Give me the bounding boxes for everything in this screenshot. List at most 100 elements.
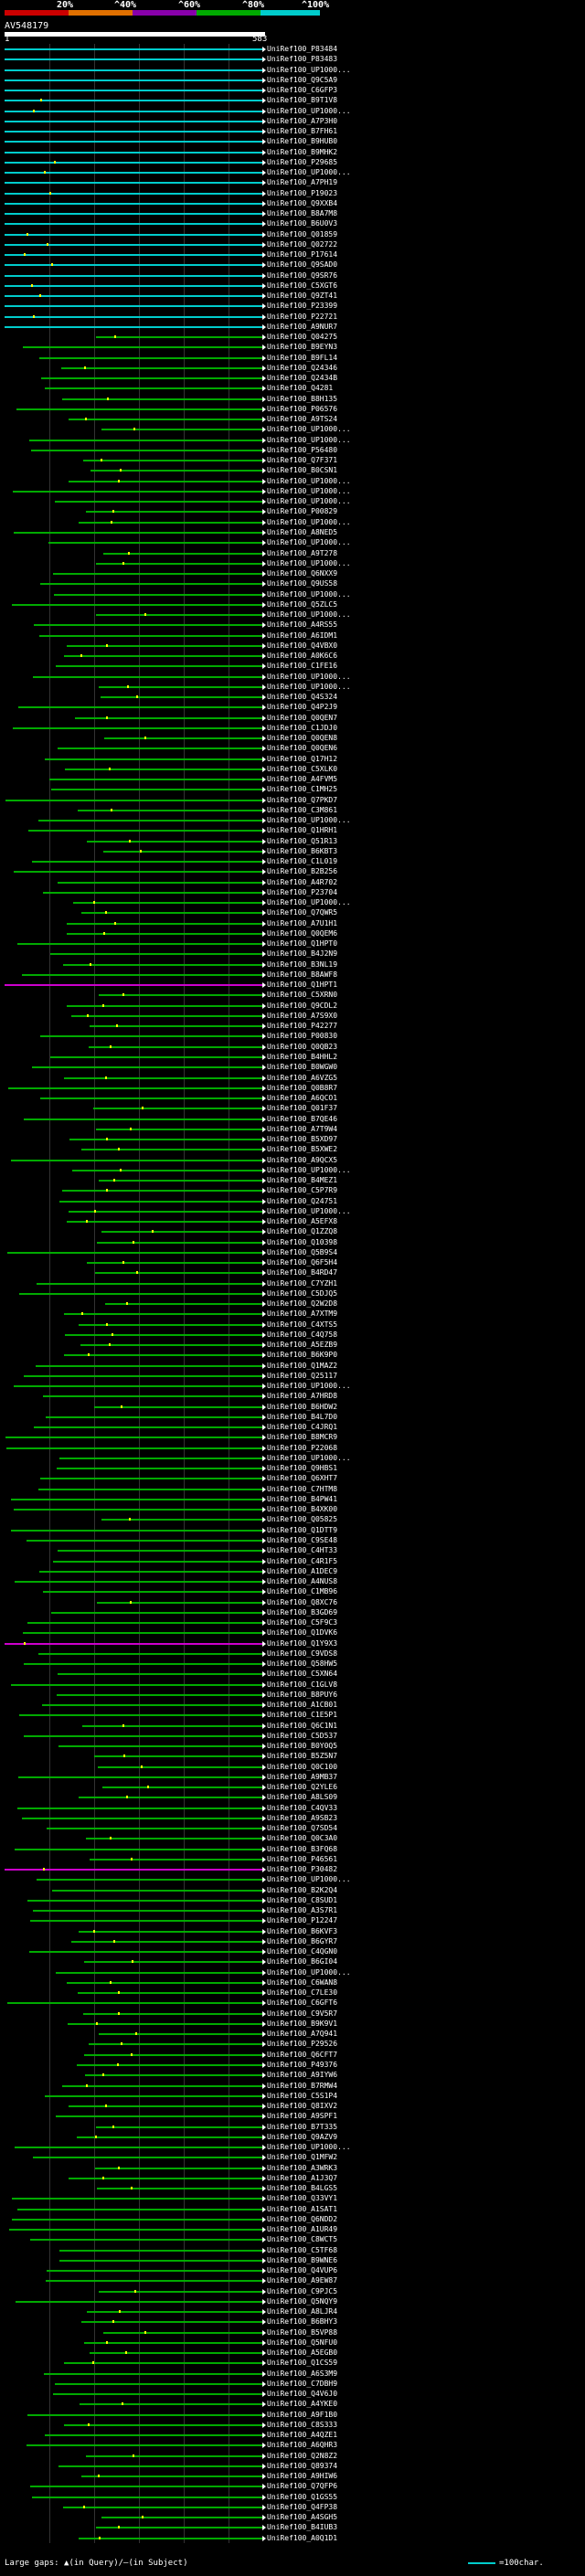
hit-label[interactable]: UniRef100_Q4V6J0 <box>267 2390 338 2398</box>
hit-label[interactable]: UniRef100_C9VDS8 <box>267 1649 338 1658</box>
hit-label[interactable]: UniRef100_A5EFX8 <box>267 1217 338 1225</box>
hit-label[interactable]: UniRef100_B6GYR7 <box>267 1937 338 1945</box>
hit-label[interactable]: UniRef100_C1MH25 <box>267 785 338 793</box>
hit-label[interactable]: UniRef100_Q2W2D8 <box>267 1299 338 1308</box>
hit-label[interactable]: UniRef100_Q17H12 <box>267 755 338 763</box>
hit-label[interactable]: UniRef100_A9F1B0 <box>267 2411 338 2419</box>
hit-label[interactable]: UniRef100_C1FE16 <box>267 662 338 670</box>
hit-label[interactable]: UniRef100_A3S7R1 <box>267 1906 338 1914</box>
hit-label[interactable]: UniRef100_C9V5R7 <box>267 2009 338 2018</box>
hit-label[interactable]: UniRef100_Q0QEN7 <box>267 714 338 722</box>
hit-label[interactable]: UniRef100_B7FH61 <box>267 127 338 135</box>
hit-label[interactable]: UniRef100_B2B256 <box>267 867 338 875</box>
hit-label[interactable]: UniRef100_B7T335 <box>267 2123 338 2131</box>
hit-label[interactable]: UniRef100_Q5ZLC5 <box>267 600 338 609</box>
hit-label[interactable]: UniRef100_A1J3Q7 <box>267 2174 338 2182</box>
hit-label[interactable]: UniRef100_A1CB01 <box>267 1701 338 1709</box>
hit-label[interactable]: UniRef100_UP1000... <box>267 487 351 495</box>
hit-label[interactable]: UniRef100_A9NUR7 <box>267 323 338 331</box>
hit-label[interactable]: UniRef100_UP1000... <box>267 1875 351 1883</box>
hit-label[interactable]: UniRef100_Q4VUP6 <box>267 2266 338 2274</box>
hit-label[interactable]: UniRef100_Q5NQY9 <box>267 2297 338 2306</box>
hit-label[interactable]: UniRef100_UP1000... <box>267 168 351 176</box>
hit-label[interactable]: UniRef100_Q0QB23 <box>267 1043 338 1051</box>
hit-label[interactable]: UniRef100_B0CSN1 <box>267 466 338 474</box>
hit-label[interactable]: UniRef100_A7P3H0 <box>267 117 338 125</box>
hit-label[interactable]: UniRef100_UP1000... <box>267 477 351 485</box>
hit-label[interactable]: UniRef100_Q1ZZQ8 <box>267 1227 338 1235</box>
hit-label[interactable]: UniRef100_C5S1P4 <box>267 2092 338 2100</box>
hit-label[interactable]: UniRef100_B5XWE2 <box>267 1145 338 1153</box>
hit-label[interactable]: UniRef100_Q1HPT0 <box>267 939 338 948</box>
hit-label[interactable]: UniRef100_B0WGW0 <box>267 1063 338 1071</box>
hit-label[interactable]: UniRef100_B5Z5N7 <box>267 1752 338 1760</box>
hit-label[interactable]: UniRef100_P22721 <box>267 313 338 321</box>
hit-label[interactable]: UniRef100_C5F9C3 <box>267 1618 338 1627</box>
hit-label[interactable]: UniRef100_Q0B8R7 <box>267 1084 338 1092</box>
hit-label[interactable]: UniRef100_Q51R13 <box>267 837 338 845</box>
hit-label[interactable]: UniRef100_C4QV33 <box>267 1804 338 1812</box>
hit-label[interactable]: UniRef100_B9HUB0 <box>267 137 338 145</box>
hit-label[interactable]: UniRef100_UP1000... <box>267 1968 351 1977</box>
hit-label[interactable]: UniRef100_B6BHY3 <box>267 2317 338 2326</box>
hit-label[interactable]: UniRef100_Q24346 <box>267 364 338 372</box>
hit-label[interactable]: UniRef100_C4XTS5 <box>267 1320 338 1329</box>
hit-label[interactable]: UniRef100_Q1Y9X3 <box>267 1639 338 1648</box>
hit-label[interactable]: UniRef100_P49376 <box>267 2061 338 2069</box>
hit-label[interactable]: UniRef100_A5EGB0 <box>267 2348 338 2357</box>
hit-label[interactable]: UniRef100_P56480 <box>267 446 338 454</box>
hit-label[interactable]: UniRef100_A6VZG5 <box>267 1074 338 1082</box>
hit-label[interactable]: UniRef100_C4R1F5 <box>267 1557 338 1565</box>
hit-label[interactable]: UniRef100_A7T9W4 <box>267 1125 338 1133</box>
hit-label[interactable]: UniRef100_UP1000... <box>267 1207 351 1215</box>
hit-label[interactable]: UniRef100_Q9XXB4 <box>267 199 338 207</box>
hit-label[interactable]: UniRef100_A9EW87 <box>267 2276 338 2284</box>
hit-label[interactable]: UniRef100_Q0C3A0 <box>267 1834 338 1842</box>
hit-label[interactable]: UniRef100_A7XTM9 <box>267 1309 338 1318</box>
hit-label[interactable]: UniRef100_A3WRK3 <box>267 2164 338 2172</box>
hit-label[interactable]: UniRef100_B4RD47 <box>267 1268 338 1277</box>
hit-label[interactable]: UniRef100_Q4S324 <box>267 693 338 701</box>
hit-label[interactable]: UniRef100_C3M861 <box>267 806 338 814</box>
hit-label[interactable]: UniRef100_Q1HPT1 <box>267 981 338 989</box>
hit-label[interactable]: UniRef100_Q9CDL2 <box>267 1002 338 1010</box>
hit-label[interactable]: UniRef100_Q7SD54 <box>267 1824 338 1832</box>
hit-label[interactable]: UniRef100_B4XK00 <box>267 1505 338 1513</box>
hit-label[interactable]: UniRef100_B6KVF3 <box>267 1927 338 1935</box>
hit-label[interactable]: UniRef100_Q7F371 <box>267 456 338 464</box>
hit-label[interactable]: UniRef100_Q1DVK6 <box>267 1628 338 1637</box>
hit-label[interactable]: UniRef100_B8A7M8 <box>267 209 338 217</box>
hit-label[interactable]: UniRef100_P29526 <box>267 2040 338 2048</box>
hit-label[interactable]: UniRef100_A8LJR4 <box>267 2307 338 2316</box>
hit-label[interactable]: UniRef100_B4LGS5 <box>267 2184 338 2192</box>
hit-label[interactable]: UniRef100_Q05825 <box>267 1515 338 1523</box>
hit-label[interactable]: UniRef100_C6WAN8 <box>267 1978 338 1987</box>
hit-label[interactable]: UniRef100_A5EZB9 <box>267 1341 338 1349</box>
hit-label[interactable]: UniRef100_UP1000... <box>267 610 351 619</box>
hit-label[interactable]: UniRef100_A6IDM1 <box>267 631 338 640</box>
hit-label[interactable]: UniRef100_UP1000... <box>267 425 351 433</box>
hit-label[interactable]: UniRef100_B5VP88 <box>267 2328 338 2337</box>
hit-label[interactable]: UniRef100_C6GFT6 <box>267 1998 338 2007</box>
hit-label[interactable]: UniRef100_B8AWF8 <box>267 970 338 979</box>
hit-label[interactable]: UniRef100_UP1000... <box>267 497 351 505</box>
hit-label[interactable]: UniRef100_B3NL19 <box>267 960 338 969</box>
hit-label[interactable]: UniRef100_B6GI04 <box>267 1957 338 1966</box>
hit-label[interactable]: UniRef100_UP1000... <box>267 683 351 691</box>
hit-label[interactable]: UniRef100_C8WCT5 <box>267 2235 338 2243</box>
hit-label[interactable]: UniRef100_A1UR49 <box>267 2225 338 2233</box>
hit-label[interactable]: UniRef100_C6GFP3 <box>267 86 338 94</box>
hit-label[interactable]: UniRef100_A4RS55 <box>267 620 338 629</box>
hit-label[interactable]: UniRef100_Q01859 <box>267 230 338 239</box>
hit-label[interactable]: UniRef100_Q9AZV9 <box>267 2133 338 2141</box>
hit-label[interactable]: UniRef100_UP1000... <box>267 436 351 444</box>
hit-label[interactable]: UniRef100_B9WNE6 <box>267 2256 338 2264</box>
hit-label[interactable]: UniRef100_P00829 <box>267 507 338 515</box>
hit-label[interactable]: UniRef100_B0Y0Q5 <box>267 1742 338 1750</box>
hit-label[interactable]: UniRef100_Q0QEM6 <box>267 929 338 938</box>
hit-label[interactable]: UniRef100_P12247 <box>267 1916 338 1924</box>
hit-label[interactable]: UniRef100_A9MB37 <box>267 1773 338 1781</box>
hit-label[interactable]: UniRef100_B4PW41 <box>267 1495 338 1503</box>
hit-label[interactable]: UniRef100_C4QGN0 <box>267 1947 338 1956</box>
hit-label[interactable]: UniRef100_B7RMW4 <box>267 2082 338 2090</box>
